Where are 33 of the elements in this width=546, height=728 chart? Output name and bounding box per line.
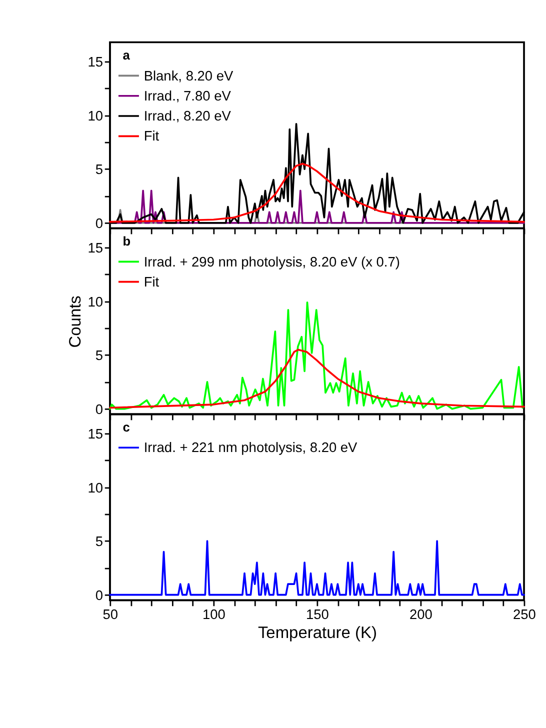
y-tick-label: 15 xyxy=(88,240,104,256)
legend-label: Fit xyxy=(144,128,160,144)
line-series xyxy=(109,540,525,596)
y-tick-label: 5 xyxy=(95,162,104,178)
line-series xyxy=(109,162,525,223)
y-axis-title: Counts xyxy=(66,296,84,348)
y-tick-label: 10 xyxy=(88,294,104,310)
annotation: b xyxy=(122,234,131,249)
legend-label: Irrad., 7.80 eV xyxy=(144,88,232,104)
legend-label: Irrad. + 299 nm photolysis, 8.20 eV (x 0.7) xyxy=(144,254,400,270)
legend-label: Blank, 8.20 eV xyxy=(144,68,234,84)
y-tick-label: 10 xyxy=(88,108,104,124)
line-series xyxy=(109,301,524,410)
legend-label: Irrad. + 221 nm photolysis, 8.20 eV xyxy=(144,440,358,456)
y-tick-label: 10 xyxy=(88,480,104,496)
x-axis-title: Temperature (K) xyxy=(258,624,377,642)
y-tick-label: 0 xyxy=(95,402,104,417)
y-tick-label: 5 xyxy=(95,348,104,364)
annotation: a xyxy=(122,48,131,63)
y-tick-label: 0 xyxy=(95,588,104,603)
y-tick-label: 5 xyxy=(95,534,104,550)
line-series xyxy=(109,348,525,409)
annotation: c xyxy=(122,420,130,435)
y-tick-label: 15 xyxy=(88,426,104,442)
x-tick-label: 100 xyxy=(202,606,226,622)
legend-label: Fit xyxy=(144,274,160,290)
x-tick-label: 50 xyxy=(102,606,118,622)
x-tick-label: 200 xyxy=(409,606,433,622)
y-tick-label: 0 xyxy=(95,216,104,231)
x-tick-label: 250 xyxy=(513,606,536,622)
y-tick-label: 15 xyxy=(88,54,104,70)
legend-label: Irrad., 8.20 eV xyxy=(144,108,232,124)
x-tick-label: 150 xyxy=(306,606,330,622)
